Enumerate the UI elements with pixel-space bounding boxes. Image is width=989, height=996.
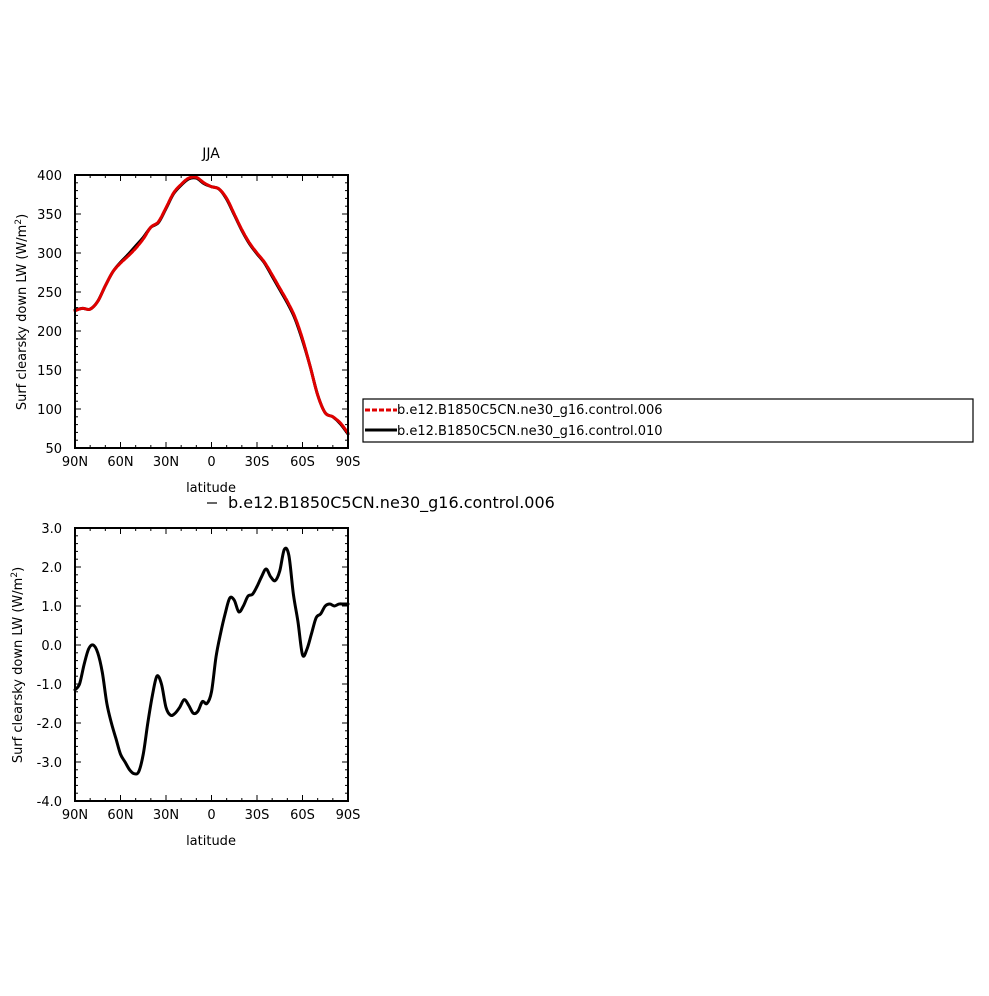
x-axis-title: latitude — [186, 481, 236, 496]
y-tick-label: -3.0 — [37, 756, 62, 771]
series-line-red-dashed — [73, 175, 350, 435]
y-tick-label: 150 — [37, 364, 62, 379]
bottom-plot-frame — [74, 527, 349, 802]
y-tick-label: 250 — [37, 286, 62, 301]
y-tick-label: 100 — [37, 403, 62, 418]
series-line-black-solid — [73, 546, 350, 776]
y-tick-label: 1.0 — [41, 600, 62, 615]
top-plot-area: 90N 60N 30N 0 30S 60S 90S 50 100 150 200 250 300 350 4… — [37, 169, 360, 470]
x-axis-title: latitude — [186, 834, 236, 849]
y-axis-title: Surf clearsky down LW (W/m2) — [10, 567, 26, 763]
top-panel: JJA 90N 60N 30N 0 30S 60S 90S 50 100 150 200 250 300… — [14, 146, 360, 496]
x-tick-label: 30N — [153, 808, 179, 823]
plot-subtitle: b.e12.B1850C5CN.ne30_g16.control.006 — [228, 493, 555, 513]
x-tick-label: 30S — [245, 808, 270, 823]
x-tick-label: 90S — [336, 455, 361, 470]
legend-frame — [362, 398, 974, 443]
bottom-plot-area: 90N 60N 30N 0 30S 60S 90S -4.0 -3.0 -2.0 -1.0 0.0 1.… — [37, 522, 361, 823]
y-tick-label: 0.0 — [41, 639, 62, 654]
legend-entry-1: b.e12.B1850C5CN.ne30_g16.control.006 — [397, 403, 663, 418]
y-tick-label: -1.0 — [37, 678, 62, 693]
x-tick-label: 60N — [107, 808, 133, 823]
x-tick-label: 60S — [290, 808, 315, 823]
x-tick-label: 90N — [62, 455, 88, 470]
series-line-black-solid — [73, 176, 350, 436]
x-tick-label: 0 — [207, 808, 215, 823]
x-tick-label: 60N — [107, 455, 133, 470]
x-tick-label: 0 — [207, 455, 215, 470]
x-tick-label: 60S — [290, 455, 315, 470]
legend: b.e12.B1850C5CN.ne30_g16.control.006 b.e… — [362, 398, 974, 443]
top-plot-frame — [74, 174, 349, 449]
bottom-panel: b.e12.B1850C5CN.ne30_g16.control.006 90N… — [10, 493, 555, 849]
y-axis-title: Surf clearsky down LW (W/m2) — [14, 214, 30, 410]
y-tick-label: 350 — [37, 208, 62, 223]
y-tick-label: 200 — [37, 325, 62, 340]
y-tick-label: -4.0 — [37, 795, 62, 810]
y-tick-label: -2.0 — [37, 717, 62, 732]
y-tick-label: 50 — [45, 442, 62, 457]
y-tick-label: 3.0 — [41, 522, 62, 537]
y-tick-label: 2.0 — [41, 561, 62, 576]
x-tick-label: 90S — [336, 808, 361, 823]
y-tick-label: 300 — [37, 247, 62, 262]
y-tick-label: 400 — [37, 169, 62, 184]
legend-entry-2: b.e12.B1850C5CN.ne30_g16.control.010 — [397, 424, 663, 439]
plot-title: JJA — [201, 146, 220, 162]
x-tick-label: 90N — [62, 808, 88, 823]
x-tick-label: 30N — [153, 455, 179, 470]
x-tick-label: 30S — [245, 455, 270, 470]
